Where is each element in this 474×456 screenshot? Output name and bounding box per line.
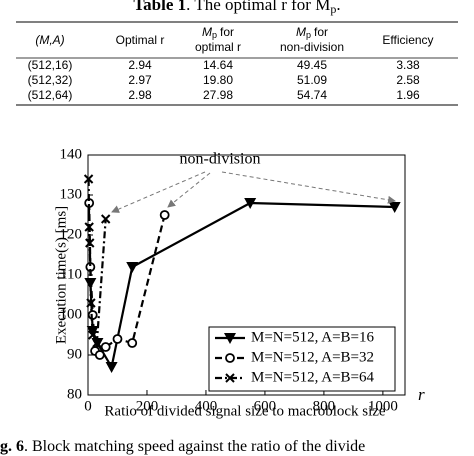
table-cell: 2.97 [128,73,152,87]
marker [225,353,235,363]
table-title-sub: p [330,2,336,16]
marker [94,350,105,360]
marker [100,342,111,352]
y-tick-label: 80 [67,386,82,402]
marker [225,373,235,383]
annotation-arrows [111,171,396,213]
marker [112,334,123,344]
table-title-end: . [336,0,340,14]
y-tick-label: 90 [67,346,82,362]
table-header: non-division [280,40,344,54]
marker [86,298,96,308]
table-cell: 1.96 [396,88,420,102]
table-cell: 49.45 [297,58,327,72]
caption-label: g. 6 [0,438,24,455]
legend-label: M=N=512, A=B=16 [251,329,375,345]
table-header: optimal r [195,40,241,54]
x-tick-label: 400 [195,398,218,414]
table-cell: (512,16) [28,58,73,72]
chart: 80 90 100 110 120 130 140 0 200 400 600 800 1000 Exec… [53,146,425,419]
marker [85,238,95,248]
marker [84,222,94,232]
arrow [221,171,396,204]
caption: g. 6. Block matching speed against the r… [0,438,365,455]
table-cell: 14.64 [203,58,233,72]
header-symbol: M [296,25,306,39]
marker [88,330,98,340]
table-title-text: . The optimal r for M [186,0,330,14]
table-title: Table 1. The optimal r for Mp. [133,0,340,16]
arrow [111,171,206,213]
table-header: Mp for [296,25,328,40]
y-tick-label: 100 [60,306,83,322]
y-tick-label: 140 [60,146,83,162]
table-header: Efficiency [382,33,433,47]
marker [126,262,139,273]
legend-label: M=N=512, A=B=64 [251,369,375,385]
table-cell: 19.80 [203,73,233,87]
header-rest: for [220,25,234,39]
header-sub: p [306,30,311,40]
table-cell: 2.98 [128,88,152,102]
x-tick-label: 800 [313,398,336,414]
x-tick-label: 0 [84,398,92,414]
y-axis-label: Execution time(s) [ms] [53,206,69,344]
table-label: Table 1 [133,0,186,14]
table-cell: (512,32) [28,73,73,87]
x-tick-label: 200 [136,398,159,414]
marker [127,338,138,348]
table-cell: 2.58 [396,73,420,87]
annotation: non-division [180,151,261,168]
marker [92,338,102,348]
marker [105,362,118,373]
x-axis-symbol: r [418,385,425,404]
y-tick-label: 110 [60,266,82,282]
marker [100,214,111,224]
marker [83,174,94,184]
table-cell: (512,64) [28,88,73,102]
table-cell: 3.38 [396,58,420,72]
x-tick-label: 1000 [368,398,398,414]
caption-text: . Block matching speed against the ratio… [24,438,365,455]
marker [159,210,170,220]
table-cell: 51.09 [297,73,327,87]
table-header: Mp for [202,25,234,40]
header-symbol: M [202,25,212,39]
arrow [167,172,211,208]
y-tick-label: 130 [60,186,83,202]
header-rest: for [314,25,328,39]
x-tick-label: 600 [254,398,277,414]
marker [224,333,236,344]
header-sub: p [212,30,217,40]
marker [388,202,401,213]
legend: M=N=512, A=B=16 M=N=512, A=B=32 M=N=512, A… [208,326,396,392]
x-axis-label: Ratio of divided signal size to macroblo… [104,403,386,419]
table-cell: 2.94 [128,58,152,72]
legend-label: M=N=512, A=B=32 [251,349,374,365]
table-header: (M,A) [35,33,64,47]
table-header: Optimal r [116,33,165,47]
table-cell: 54.74 [297,88,327,102]
table-cell: 27.98 [203,88,233,102]
marker [244,198,257,209]
y-tick-label: 120 [60,226,83,242]
